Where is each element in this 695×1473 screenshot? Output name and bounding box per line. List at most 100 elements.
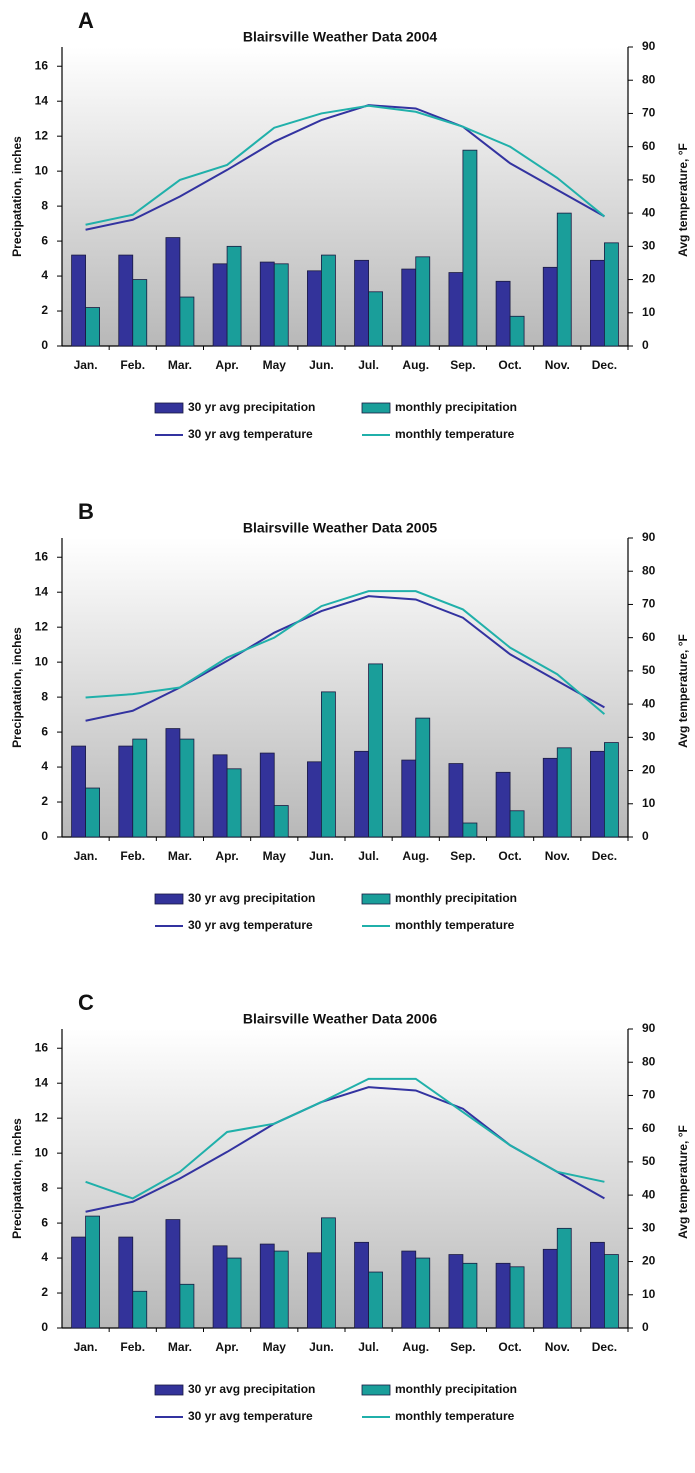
y2-tick-label: 40: [642, 696, 656, 710]
chart: A Blairsville Weather Data 2004 Precipatat…: [10, 8, 690, 441]
y2-tick-label: 70: [642, 597, 656, 611]
y-tick-label: 12: [35, 619, 49, 633]
bar: [604, 1254, 619, 1329]
bar: [509, 1266, 525, 1329]
bar: [85, 307, 100, 347]
bar: [542, 757, 558, 838]
y2-tick-label: 20: [642, 763, 656, 777]
bar: [448, 763, 464, 838]
y2-tick-label: 60: [642, 1121, 656, 1135]
x-tick-label: Jan.: [74, 849, 98, 863]
legend-label: 30 yr avg precipitation: [188, 400, 315, 414]
y2-tick-label: 0: [642, 829, 649, 843]
x-tick-label: Dec.: [592, 849, 617, 863]
bar: [604, 742, 619, 838]
bar: [448, 1254, 464, 1329]
bar: [495, 771, 511, 838]
y-tick-label: 4: [41, 1250, 48, 1264]
y-tick-label: 0: [41, 1320, 48, 1334]
bar: [401, 268, 417, 347]
bar: [590, 259, 605, 347]
bar: [226, 1257, 242, 1329]
plot-background: [62, 538, 628, 837]
bar: [448, 272, 464, 347]
legend-label: 30 yr avg precipitation: [188, 891, 315, 905]
y2-axis-title: Avg temperature, °F: [676, 143, 690, 257]
y-tick-label: 16: [35, 58, 49, 72]
y-tick-label: 14: [35, 93, 49, 107]
bar: [132, 738, 148, 838]
bar: [368, 1271, 383, 1329]
y2-tick-label: 20: [642, 272, 656, 286]
bar: [509, 810, 525, 838]
x-tick-label: Nov.: [545, 1340, 570, 1354]
x-tick-label: Mar.: [168, 849, 192, 863]
bar: [509, 315, 525, 347]
bar: [590, 1241, 605, 1329]
y2-tick-label: 80: [642, 563, 656, 577]
x-tick-label: Dec.: [592, 1340, 617, 1354]
y-tick-label: 8: [41, 198, 48, 212]
y-tick-label: 10: [35, 1145, 49, 1159]
x-tick-label: Jun.: [309, 358, 334, 372]
x-tick-label: Apr.: [215, 1340, 238, 1354]
plot-background: [62, 1029, 628, 1328]
x-tick-label: Jul.: [358, 1340, 379, 1354]
y2-tick-label: 50: [642, 1154, 656, 1168]
legend-label: 30 yr avg temperature: [188, 427, 313, 441]
bar: [556, 747, 572, 838]
bar: [321, 691, 336, 838]
legend-swatch: [361, 402, 391, 414]
bar: [273, 263, 289, 347]
legend-swatch: [154, 893, 184, 905]
legend-label: monthly temperature: [395, 918, 515, 932]
y-axis-title: Precipatation, inches: [10, 627, 24, 748]
y2-tick-label: 10: [642, 1287, 656, 1301]
bar: [415, 717, 431, 838]
legend-label: 30 yr avg precipitation: [188, 1382, 315, 1396]
bar: [354, 259, 369, 347]
x-tick-label: Aug.: [402, 1340, 429, 1354]
line: [85, 104, 606, 226]
y-axis-title: Precipatation, inches: [10, 1118, 24, 1239]
x-tick-label: Aug.: [402, 358, 429, 372]
bar: [85, 787, 100, 838]
bar: [307, 1252, 322, 1329]
bar: [118, 1236, 134, 1329]
panel-label: B: [78, 499, 94, 524]
x-tick-label: May: [263, 849, 287, 863]
y2-axis-title: Avg temperature, °F: [676, 1125, 690, 1239]
y-tick-label: 4: [41, 759, 48, 773]
bar: [165, 728, 181, 838]
legend-label: monthly precipitation: [395, 1382, 517, 1396]
bar: [71, 254, 86, 347]
legend-label: monthly temperature: [395, 427, 515, 441]
y-tick-label: 0: [41, 829, 48, 843]
bar: [259, 261, 275, 347]
bar: [368, 663, 383, 838]
bar: [415, 1257, 431, 1329]
chart-title: Blairsville Weather Data 2006: [243, 1011, 438, 1027]
bar: [556, 212, 572, 347]
y-tick-label: 12: [35, 128, 49, 142]
x-tick-label: Feb.: [120, 849, 145, 863]
legend-swatch: [361, 893, 391, 905]
y2-tick-label: 90: [642, 39, 656, 53]
bar: [495, 280, 511, 347]
y-axis-title: Precipatation, inches: [10, 136, 24, 257]
panel-label: A: [78, 8, 94, 33]
line: [85, 1077, 605, 1200]
legend-label: 30 yr avg temperature: [188, 918, 313, 932]
bar: [118, 254, 134, 347]
bar: [71, 1236, 86, 1329]
y-tick-label: 4: [41, 268, 48, 282]
x-tick-label: Jul.: [358, 358, 379, 372]
line: [85, 595, 605, 722]
x-tick-label: Sep.: [450, 849, 475, 863]
chart: C Blairsville Weather Data 2006 Precipatat…: [10, 990, 690, 1423]
y2-axis-title: Avg temperature, °F: [676, 634, 690, 748]
x-tick-label: Feb.: [120, 1340, 145, 1354]
bar: [462, 822, 478, 838]
y2-tick-label: 0: [642, 1320, 649, 1334]
